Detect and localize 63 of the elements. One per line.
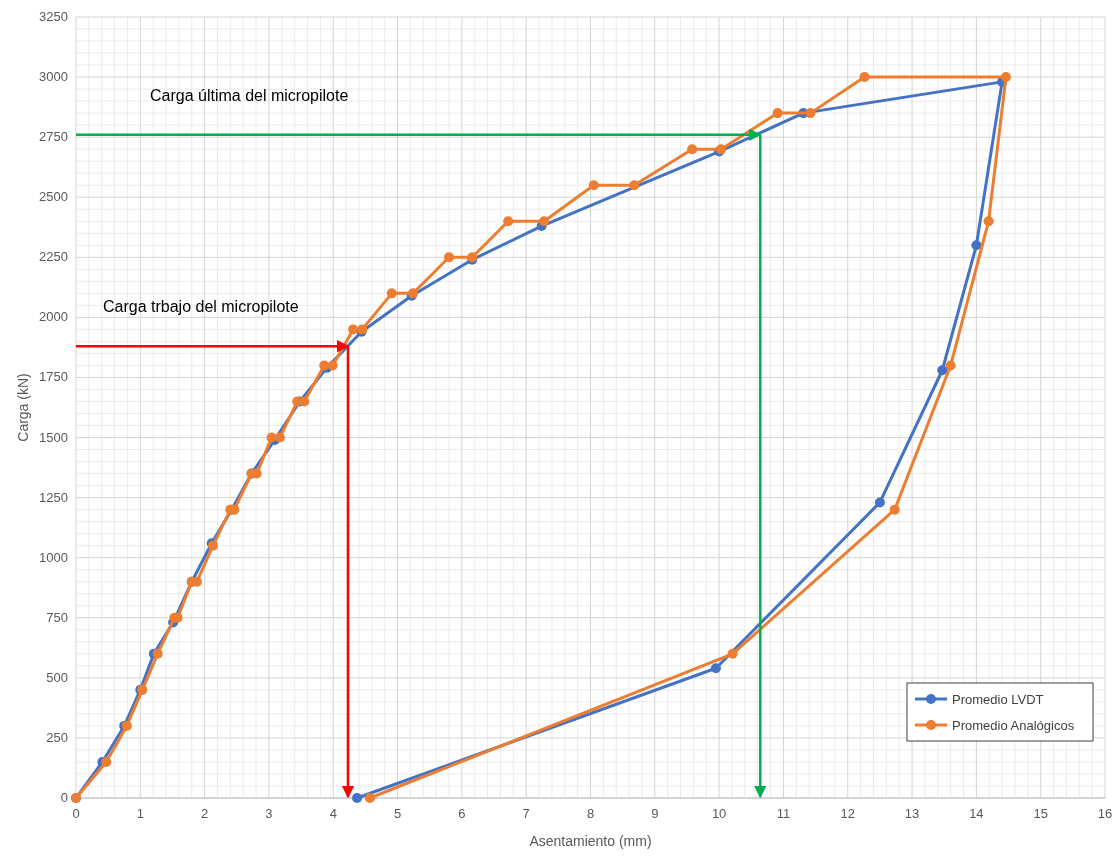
- point: [710, 663, 721, 674]
- x-tick-label: 4: [329, 806, 337, 821]
- y-tick-label: 0: [60, 790, 68, 805]
- point: [152, 648, 163, 659]
- y-tick-label: 3250: [39, 9, 68, 24]
- y-tick-label: 250: [46, 729, 68, 745]
- annotation: Carga última del micropilote: [150, 86, 349, 104]
- x-tick-label: 6: [458, 806, 466, 821]
- point: [327, 360, 338, 371]
- point: [503, 216, 514, 227]
- x-tick-label: 11: [776, 806, 791, 821]
- point: [874, 497, 885, 508]
- y-tick-label: 3000: [39, 69, 68, 85]
- point: [364, 793, 375, 803]
- x-tick-label: 15: [1033, 806, 1048, 821]
- y-tick-label: 500: [46, 669, 68, 685]
- point: [971, 240, 982, 251]
- point: [629, 180, 640, 191]
- x-tick-label: 2: [201, 806, 209, 821]
- point: [859, 72, 870, 83]
- point: [348, 324, 359, 335]
- y-tick-label: 2500: [39, 189, 68, 205]
- y-tick-label: 1250: [39, 489, 68, 505]
- point: [889, 504, 900, 515]
- x-tick-label: 3: [265, 806, 273, 821]
- legend-label: Promedio LVDT: [952, 692, 1044, 707]
- point: [352, 793, 363, 803]
- x-tick-label: 9: [651, 806, 659, 821]
- y-tick-label: 2250: [39, 249, 68, 265]
- point: [539, 216, 550, 227]
- y-tick-label: 1500: [39, 429, 68, 445]
- x-tick-label: 14: [969, 806, 984, 821]
- point: [1000, 72, 1011, 83]
- point: [101, 756, 112, 767]
- y-tick-label: 750: [46, 609, 68, 625]
- point: [386, 288, 397, 299]
- point: [274, 432, 285, 443]
- y-axis-title: Carga (kN): [15, 373, 31, 442]
- x-tick-label: 12: [840, 806, 855, 821]
- point: [805, 108, 816, 119]
- x-tick-label: 8: [586, 806, 595, 821]
- point: [983, 216, 994, 227]
- point: [687, 144, 698, 155]
- y-tick-label: 2750: [39, 129, 68, 145]
- x-tick-label: 7: [522, 806, 530, 821]
- x-tick-label: 10: [711, 806, 727, 821]
- point: [588, 180, 599, 191]
- x-tick-label: 5: [393, 806, 402, 821]
- x-tick-label: 0: [72, 806, 80, 821]
- annotation: Carga trbajo del micropilote: [103, 298, 299, 316]
- y-tick-label: 1000: [39, 549, 68, 565]
- legend-label: Promedio Analógicos: [952, 718, 1075, 733]
- x-axis-title: Asentamiento (mm): [529, 833, 652, 849]
- x-tick-label: 13: [904, 806, 920, 821]
- x-tick-label: 1: [136, 806, 144, 821]
- point: [937, 365, 948, 376]
- point: [945, 360, 956, 371]
- y-tick-label: 2000: [39, 309, 68, 325]
- point: [444, 252, 455, 263]
- point: [727, 648, 738, 659]
- point: [772, 108, 783, 119]
- x-tick-label: 16: [1097, 806, 1113, 821]
- y-tick-label: 1750: [39, 369, 68, 385]
